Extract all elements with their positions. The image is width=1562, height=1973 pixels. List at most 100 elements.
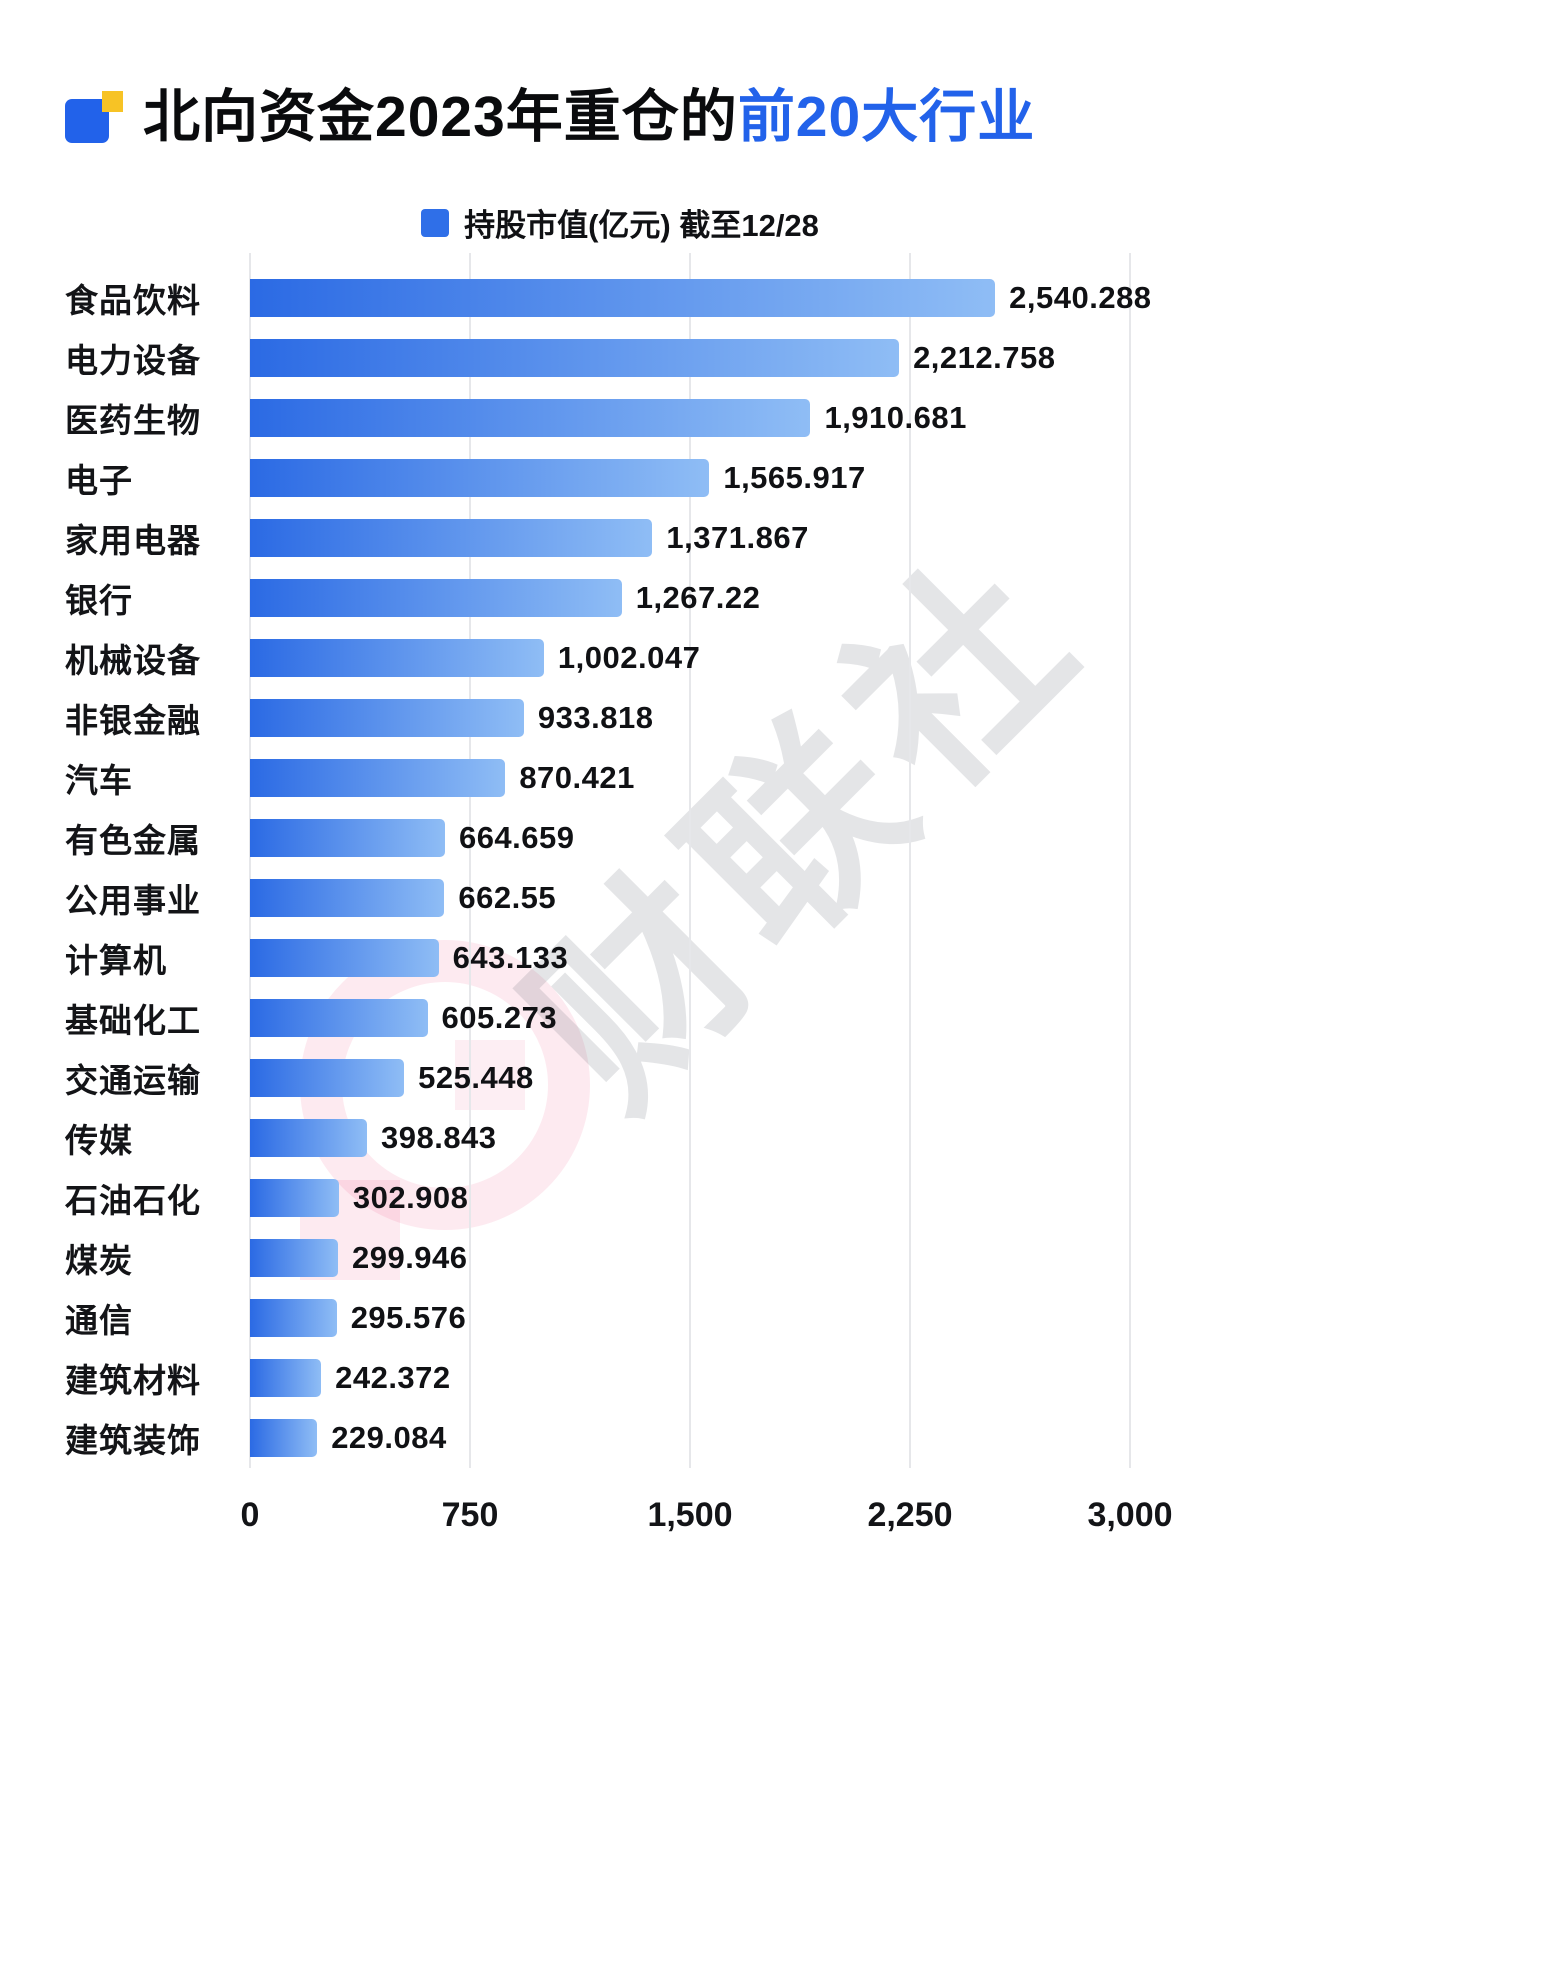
page-title: 北向资金2023年重仓的前20大行业 — [143, 86, 1035, 149]
bar-track: 643.133 — [250, 939, 1130, 977]
bar-row: 汽车 870.421 — [65, 748, 1497, 808]
bar-row: 医药生物 1,910.681 — [65, 388, 1497, 448]
value-label: 295.576 — [350, 1300, 467, 1335]
gridline — [1129, 253, 1131, 1468]
bar-fill — [250, 1239, 338, 1277]
bar-fill — [250, 639, 544, 677]
value-label: 933.818 — [537, 700, 654, 735]
value-label: 398.843 — [380, 1120, 497, 1155]
category-label: 有色金属 — [65, 822, 201, 859]
bar-track: 870.421 — [250, 759, 1130, 797]
category-label: 机械设备 — [65, 642, 201, 679]
bar-fill — [250, 999, 428, 1037]
bar-track: 229.084 — [250, 1419, 1130, 1457]
category-label: 电力设备 — [65, 342, 201, 379]
category-label: 家用电器 — [65, 522, 201, 559]
bar-row: 银行 1,267.22 — [65, 568, 1497, 628]
bar-fill — [250, 339, 900, 377]
category-label: 电子 — [65, 462, 133, 499]
bar-track: 295.576 — [250, 1299, 1130, 1337]
value-label: 1,267.22 — [635, 580, 761, 615]
value-label: 229.084 — [331, 1420, 447, 1455]
value-label: 605.273 — [441, 1000, 558, 1035]
gridline — [689, 253, 691, 1468]
logo-blue-square — [65, 99, 109, 144]
bar-fill — [250, 879, 445, 917]
bar-track: 525.448 — [250, 1059, 1130, 1097]
value-label: 525.448 — [418, 1060, 534, 1095]
category-label: 石油石化 — [65, 1182, 201, 1219]
cailianshe-logo-icon — [65, 91, 123, 144]
x-tick-label: 0 — [240, 1496, 260, 1534]
bar-fill — [250, 1299, 337, 1337]
gridline — [909, 253, 911, 1468]
category-label: 医药生物 — [65, 402, 201, 439]
page-title-prefix: 北向资金2023年重仓的 — [143, 85, 738, 149]
bar-row: 通信 295.576 — [65, 1288, 1497, 1348]
bar-fill — [250, 819, 445, 857]
bar-row: 食品饮料 2,540.288 — [65, 268, 1497, 328]
gridlines — [249, 253, 1131, 1468]
value-label: 662.55 — [458, 880, 557, 915]
x-axis: 0 750 1,500 2,250 3,000 — [241, 1496, 1173, 1546]
bar-fill — [250, 519, 653, 557]
legend-label: 持股市值(亿元) 截至12/28 — [464, 208, 819, 243]
value-label: 2,540.288 — [1009, 280, 1152, 315]
bar-track: 605.273 — [250, 999, 1130, 1037]
value-label: 664.659 — [458, 820, 575, 855]
bar-row: 建筑装饰 229.084 — [65, 1408, 1497, 1468]
value-label: 242.372 — [335, 1360, 451, 1395]
value-label: 870.421 — [519, 760, 635, 795]
value-label: 2,212.758 — [913, 340, 1056, 375]
bar-track: 662.55 — [250, 879, 1130, 917]
bar-track: 2,540.288 — [250, 279, 1151, 317]
bar-row: 煤炭 299.946 — [65, 1228, 1497, 1288]
value-label: 299.946 — [351, 1240, 468, 1275]
bar-fill — [250, 1119, 367, 1157]
bar-fill — [250, 1059, 405, 1097]
bar-track: 933.818 — [250, 699, 1130, 737]
value-label: 643.133 — [452, 940, 569, 975]
bar-row: 电子 1,565.917 — [65, 448, 1497, 508]
category-label: 食品饮料 — [65, 282, 201, 319]
x-tick-label: 3,000 — [1087, 1496, 1173, 1534]
bar-track: 302.908 — [250, 1179, 1130, 1217]
x-tick-label: 2,250 — [867, 1496, 953, 1534]
bar-track: 1,267.22 — [250, 579, 1130, 617]
bar-fill — [250, 939, 439, 977]
value-label: 1,565.917 — [723, 460, 866, 495]
legend-swatch — [421, 208, 450, 237]
bar-fill — [250, 279, 996, 317]
bar-row: 基础化工 605.273 — [65, 988, 1497, 1048]
bar-track: 299.946 — [250, 1239, 1130, 1277]
bar-row: 公用事业 662.55 — [65, 868, 1497, 928]
category-label: 传媒 — [65, 1122, 133, 1159]
bar-fill — [250, 579, 622, 617]
page-header: 北向资金2023年重仓的前20大行业 — [65, 86, 1035, 149]
bar-track: 2,212.758 — [250, 339, 1130, 377]
category-label: 计算机 — [65, 942, 167, 979]
bar-fill — [250, 1419, 318, 1457]
bar-fill — [250, 699, 524, 737]
category-label: 通信 — [65, 1302, 133, 1339]
bar-row: 电力设备 2,212.758 — [65, 328, 1497, 388]
bar-row: 有色金属 664.659 — [65, 808, 1497, 868]
page-title-highlight: 前20大行业 — [737, 85, 1036, 149]
bar-fill — [250, 399, 811, 437]
bar-row: 建筑材料 242.372 — [65, 1348, 1497, 1408]
bar-track: 242.372 — [250, 1359, 1130, 1397]
category-label: 银行 — [65, 582, 133, 619]
category-label: 非银金融 — [65, 702, 201, 739]
bar-row: 交通运输 525.448 — [65, 1048, 1497, 1108]
bar-track: 1,002.047 — [250, 639, 1130, 677]
bar-row: 传媒 398.843 — [65, 1108, 1497, 1168]
value-label: 302.908 — [352, 1180, 469, 1215]
bar-row: 家用电器 1,371.867 — [65, 508, 1497, 568]
bar-fill — [250, 1359, 322, 1397]
category-label: 交通运输 — [65, 1062, 201, 1099]
x-tick-label: 1,500 — [647, 1496, 733, 1534]
value-label: 1,371.867 — [666, 520, 809, 555]
category-label: 基础化工 — [65, 1002, 201, 1039]
category-label: 建筑装饰 — [65, 1422, 201, 1459]
bar-fill — [250, 1179, 339, 1217]
